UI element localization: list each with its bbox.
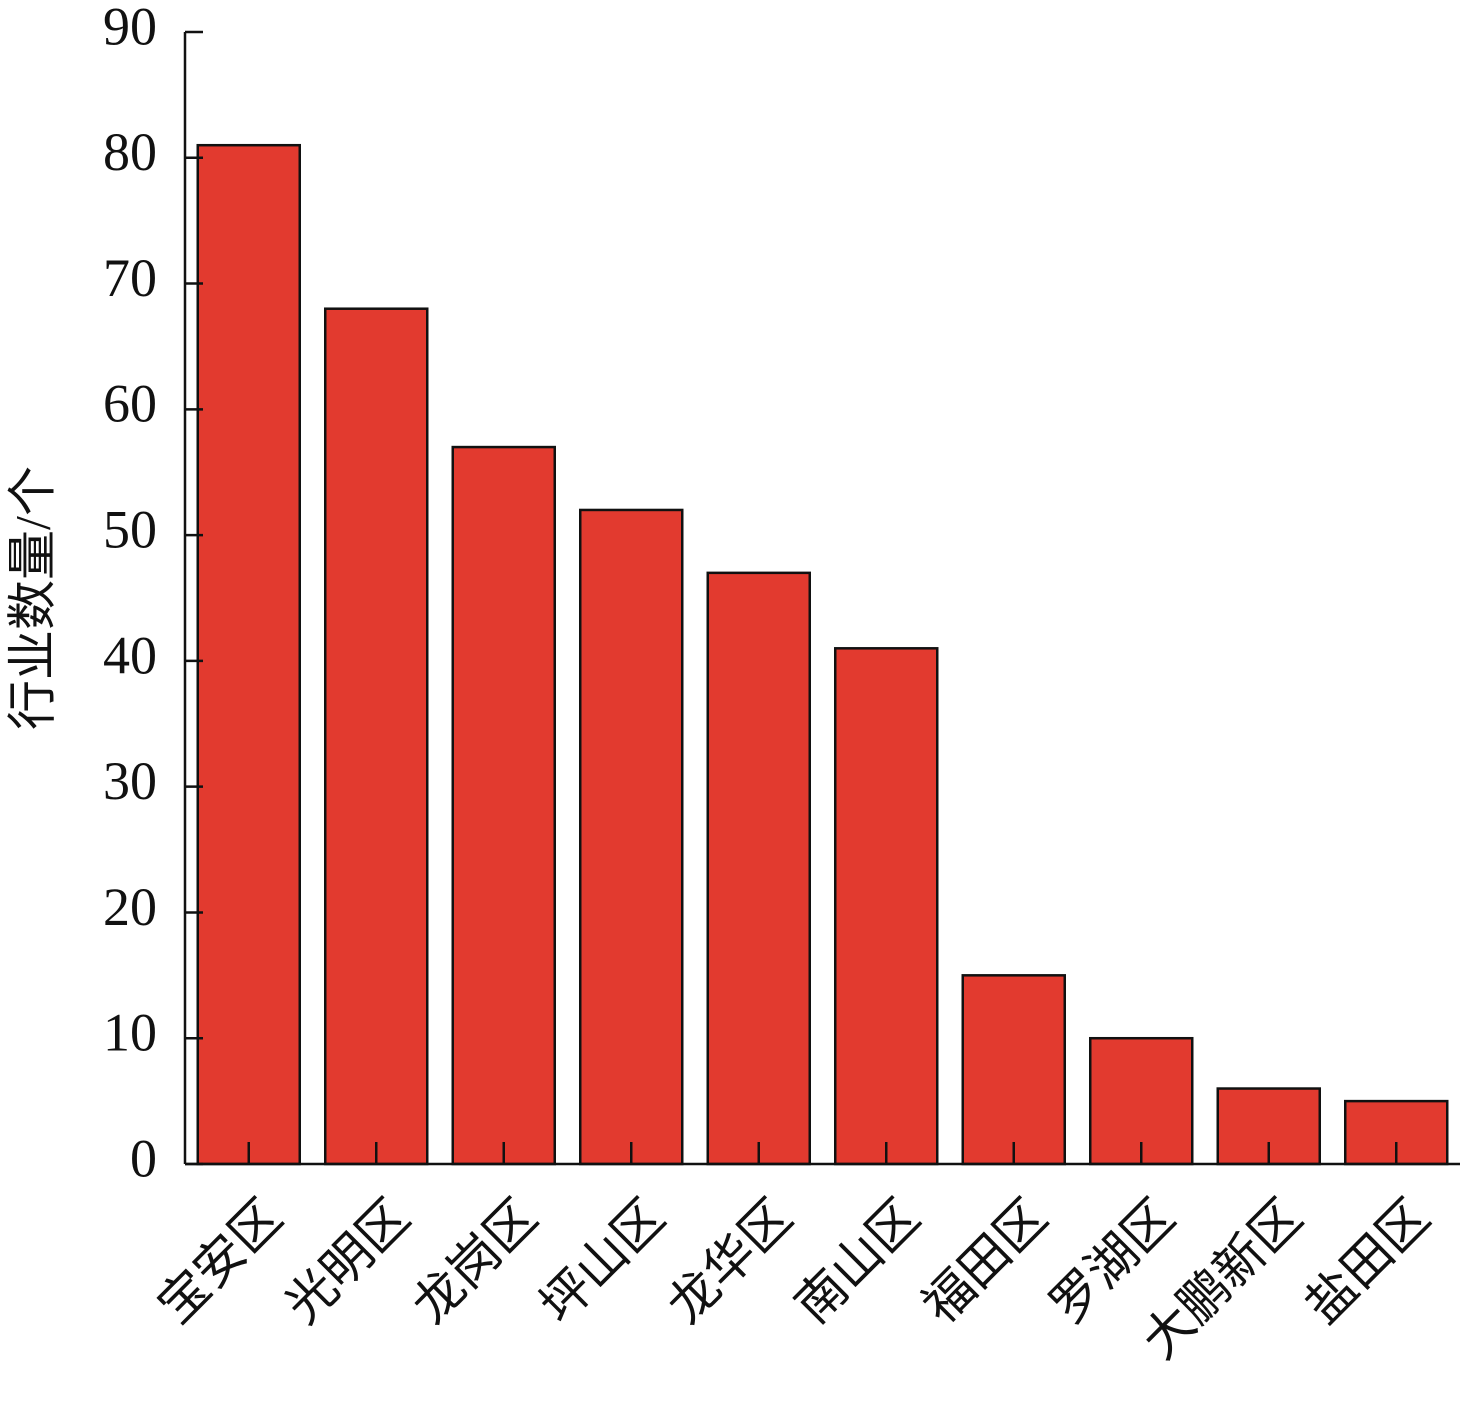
bar <box>196 143 301 1166</box>
bar <box>706 571 811 1166</box>
y-tick-label: 10 <box>103 1003 157 1063</box>
x-tick-label: 宝安区 <box>147 1188 293 1334</box>
y-tick-label: 50 <box>103 500 157 560</box>
y-tick-label: 30 <box>103 751 157 811</box>
x-tick-label: 龙华区 <box>657 1188 803 1334</box>
x-tick-label: 龙岗区 <box>402 1188 548 1334</box>
y-tick-label: 40 <box>103 625 157 685</box>
y-tick-label: 70 <box>103 248 157 308</box>
y-tick-label: 80 <box>103 122 157 182</box>
y-axis-title: 行业数量/个 <box>4 466 60 730</box>
x-tick-label: 盐田区 <box>1294 1188 1440 1334</box>
y-tick-label: 90 <box>103 0 157 56</box>
bar <box>579 508 684 1166</box>
bar <box>961 974 1066 1166</box>
bar <box>451 445 556 1166</box>
x-tick-label: 光明区 <box>274 1188 420 1334</box>
x-tick-label: 南山区 <box>784 1188 930 1334</box>
bar <box>834 647 939 1166</box>
bar <box>324 307 429 1166</box>
y-tick-label: 60 <box>103 374 157 434</box>
y-tick-label: 20 <box>103 877 157 937</box>
x-tick-label: 福田区 <box>912 1188 1058 1334</box>
x-tick-label: 坪山区 <box>529 1188 675 1334</box>
y-tick-label: 0 <box>130 1128 157 1188</box>
